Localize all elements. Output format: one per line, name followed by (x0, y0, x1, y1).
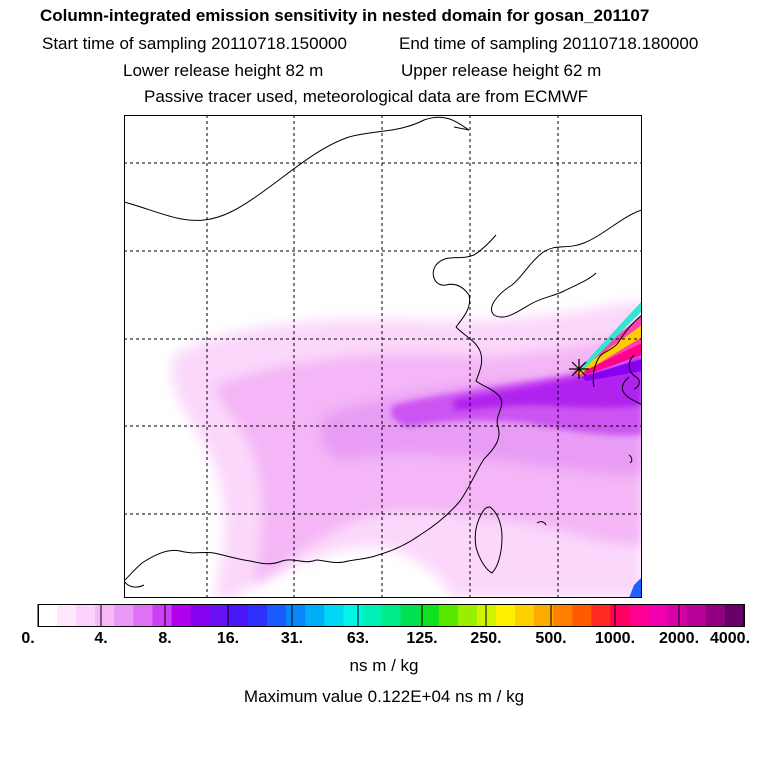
coastlines (124, 116, 642, 588)
colorbar-swatch (266, 604, 287, 627)
colorbar-tick-label: 16. (216, 630, 240, 647)
colorbar-swatch (648, 604, 669, 627)
colorbar-tick-label: 1000. (594, 630, 636, 647)
colorbar-swatch (572, 604, 592, 627)
colorbar-swatch (133, 604, 153, 627)
colorbar-swatch (171, 604, 192, 627)
colorbar-tick-label: 2000. (658, 630, 700, 647)
graticule (124, 115, 642, 598)
colorbar-swatch (495, 604, 516, 627)
colorbar-swatch (247, 604, 268, 627)
plot-title: Column-integrated emission sensitivity i… (40, 6, 650, 25)
colorbar-swatch (476, 604, 497, 627)
colorbar-swatch (76, 604, 96, 627)
lower-release-height: Lower release height 82 m (123, 61, 324, 80)
tracer-info: Passive tracer used, meteorological data… (144, 87, 589, 106)
colorbar-swatch (381, 604, 402, 627)
colorbar-swatch (324, 604, 344, 627)
colorbar-swatch (610, 604, 631, 627)
colorbar-swatch (305, 604, 325, 627)
colorbar-swatch (190, 604, 211, 627)
colorbar-swatch (362, 604, 382, 627)
colorbar-tick-label: 500. (535, 630, 567, 647)
colorbar-swatch (38, 604, 58, 627)
colorbar-swatch (705, 604, 726, 627)
colorbar-swatch (667, 604, 688, 627)
map-frame (124, 115, 642, 598)
colorbar-swatch (591, 604, 611, 627)
colorbar-swatch (724, 604, 745, 627)
star-marker-icon (569, 359, 589, 379)
colorbar-tick-label: 4. (94, 630, 108, 647)
colorbar-swatch (553, 604, 573, 627)
colorbar-tick-label: 4000. (709, 630, 751, 647)
colorbar-tick-label: 8. (158, 630, 172, 647)
colorbar-swatch (343, 604, 363, 627)
colorbar-swatch (57, 604, 77, 627)
colorbar-swatch (400, 604, 421, 627)
colorbar-swatch (438, 604, 459, 627)
colorbar-tick-label: 63. (346, 630, 370, 647)
colorbar-swatch (286, 604, 306, 627)
colorbar-tick-label: 0. (21, 630, 35, 647)
colorbar-swatch (228, 604, 249, 627)
colorbar-tick-label: 31. (280, 630, 304, 647)
colorbar-swatch (209, 604, 230, 627)
colorbar-tick-label: 125. (406, 630, 438, 647)
colorbar-swatch (534, 604, 554, 627)
colorbar (37, 604, 745, 627)
colorbar-swatch (686, 604, 707, 627)
end-time-label: End time of sampling 20110718.180000 (399, 34, 699, 53)
colorbar-swatch (629, 604, 650, 627)
colorbar-swatch (114, 604, 134, 627)
colorbar-swatch (152, 604, 173, 627)
colorbar-tick-label: 250. (470, 630, 502, 647)
colorbar-swatch (457, 604, 478, 627)
colorbar-swatch (419, 604, 440, 627)
colorbar-swatch (515, 604, 535, 627)
upper-release-height: Upper release height 62 m (401, 61, 602, 80)
sensitivity-field (171, 300, 642, 598)
colorbar-swatch (95, 604, 115, 627)
units-label: ns m / kg (349, 656, 419, 675)
sensitivity-map (124, 115, 642, 598)
start-time-label: Start time of sampling 20110718.150000 (42, 34, 347, 53)
maximum-value-label: Maximum value 0.122E+04 ns m / kg (243, 687, 525, 706)
